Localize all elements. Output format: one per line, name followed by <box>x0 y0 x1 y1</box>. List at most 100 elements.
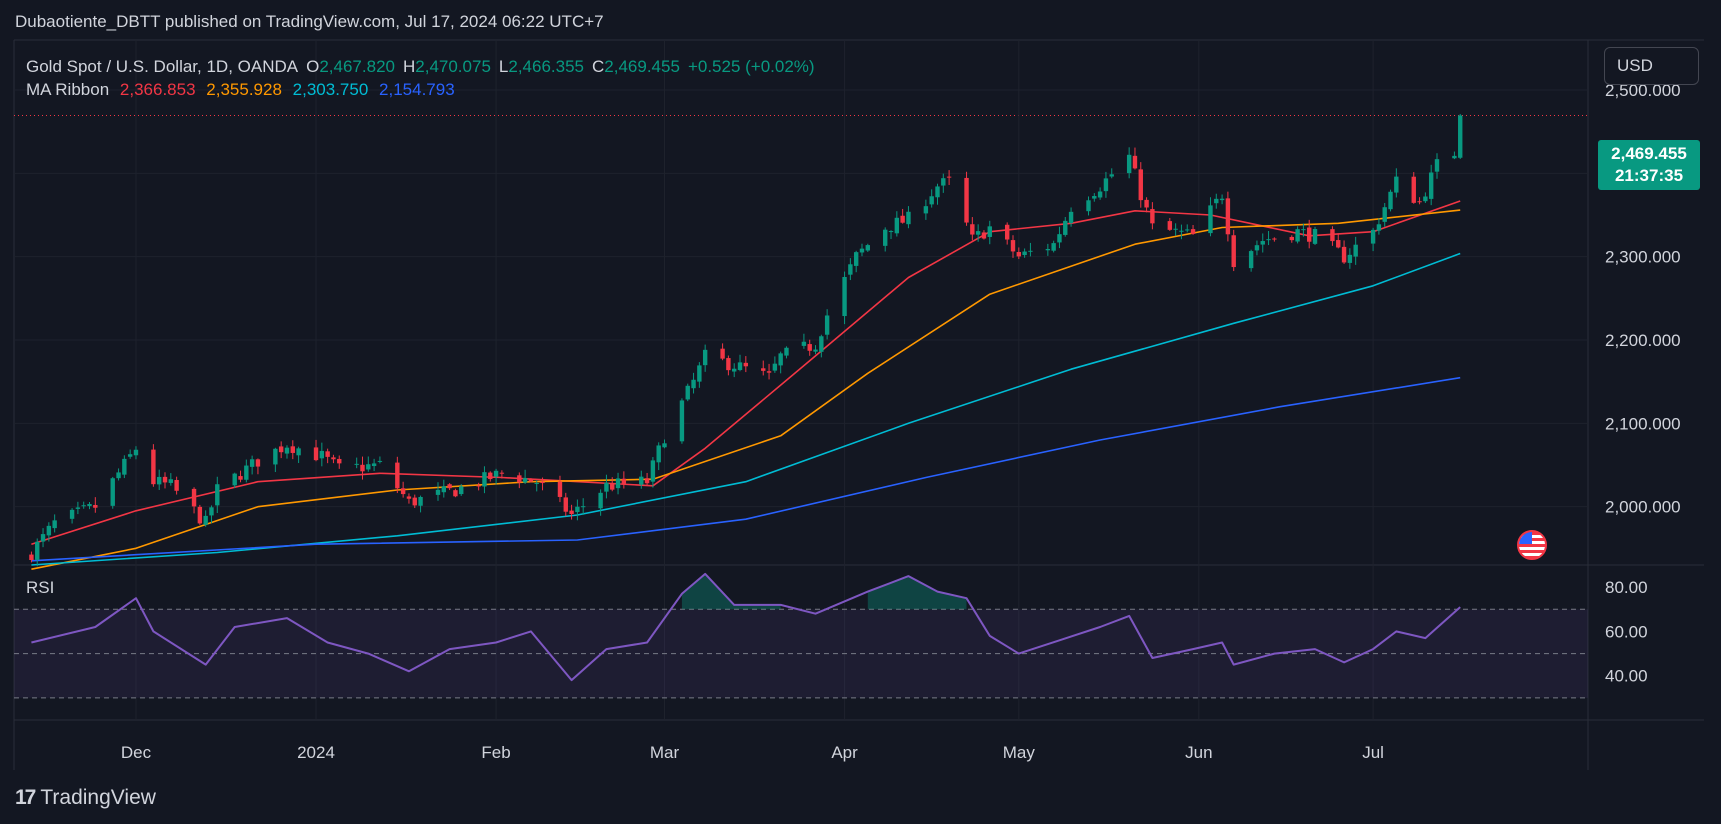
change-value: +0.525 (+0.02%) <box>687 57 815 76</box>
candle-body <box>81 505 86 507</box>
candle-body <box>732 368 737 372</box>
candle-body <box>290 446 295 453</box>
candle-body <box>1260 241 1265 245</box>
candle-body <box>697 365 702 382</box>
candle-body <box>75 507 81 509</box>
candle-body <box>40 534 46 542</box>
candle-body <box>981 232 987 239</box>
candle-body <box>1063 220 1068 235</box>
ma-value-2: 2,355.928 <box>206 80 282 99</box>
candle-body <box>1010 240 1016 252</box>
candle-body <box>656 445 661 463</box>
rsi-overbought-fill <box>867 576 967 610</box>
candle-body <box>1388 191 1393 210</box>
candle-body <box>778 353 783 366</box>
candle-body <box>1376 224 1382 231</box>
last-price: 2,469.455 <box>1611 144 1687 163</box>
candle-body <box>662 443 667 448</box>
time-tick-label: Apr <box>831 743 858 762</box>
candle-body <box>1016 252 1022 257</box>
candle-body <box>569 510 574 514</box>
candle-body <box>238 476 243 480</box>
candle-body <box>354 463 359 465</box>
candle-body <box>453 490 458 497</box>
candle-body <box>575 506 580 513</box>
candle-body <box>1248 251 1254 269</box>
candle-body <box>1295 229 1300 242</box>
candle-body <box>1370 229 1376 244</box>
candle-body <box>215 484 220 506</box>
candle-body <box>761 368 766 371</box>
candle-body <box>650 460 656 482</box>
last-price-tag: 2,469.455 21:37:35 <box>1598 140 1700 190</box>
candle-body <box>319 450 325 459</box>
candle-body <box>941 178 946 186</box>
price-tick-label: 2,000.000 <box>1605 498 1681 517</box>
high-value: 2,470.075 <box>415 57 491 76</box>
candle-body <box>1254 245 1260 251</box>
candle-body <box>1097 191 1103 198</box>
candle-body <box>1330 229 1335 242</box>
candle-body <box>923 206 929 214</box>
rsi-tick-label: 40.00 <box>1605 667 1648 686</box>
candle-body <box>151 449 156 485</box>
candle-body <box>1301 229 1306 231</box>
candle-body <box>1434 159 1440 172</box>
time-tick-label: Feb <box>481 743 510 762</box>
candle-body <box>1428 172 1434 199</box>
candle-body <box>1179 230 1184 232</box>
candle-body <box>726 358 731 371</box>
candle-body <box>540 481 545 484</box>
candle-body <box>174 479 179 491</box>
candle-body <box>209 507 214 516</box>
time-tick-label: May <box>1003 743 1036 762</box>
candle-body <box>337 458 342 464</box>
candle-body <box>946 176 952 178</box>
price-tick-label: 2,500.000 <box>1605 81 1681 100</box>
symbol-title[interactable]: Gold Spot / U.S. Dollar, 1D, OANDA <box>26 57 299 76</box>
candle-body <box>1004 224 1010 240</box>
candle-body <box>360 464 365 472</box>
candle-body <box>278 446 284 453</box>
candle-body <box>1132 155 1138 169</box>
candle-body <box>168 479 174 483</box>
main-pane-bg <box>14 40 1588 565</box>
candle-body <box>1086 200 1091 212</box>
candle-body <box>900 215 905 223</box>
candle-body <box>1289 236 1294 241</box>
candle-body <box>598 492 603 509</box>
candle-body <box>110 478 115 506</box>
candle-body <box>1219 198 1225 201</box>
high-label: H <box>402 57 416 76</box>
footer-brand[interactable]: 17 TradingView <box>15 786 156 810</box>
candle-body <box>610 484 615 490</box>
candle-body <box>1185 229 1190 231</box>
candle-body <box>191 488 197 507</box>
ma-value-4: 2,154.793 <box>379 80 455 99</box>
currency-button[interactable]: USD <box>1604 47 1699 85</box>
top-bar: Dubaotiente_DBTT published on TradingVie… <box>0 0 1721 40</box>
rsi-title[interactable]: RSI <box>26 578 55 597</box>
candle-body <box>534 482 539 484</box>
candle-body <box>1312 229 1318 244</box>
candle-body <box>563 497 568 512</box>
candle-body <box>888 231 894 233</box>
rsi-pane-bg <box>14 565 1588 720</box>
candle-body <box>1353 244 1358 257</box>
us-flag-icon[interactable] <box>1517 530 1547 560</box>
candle-body <box>1022 251 1027 256</box>
candle-body <box>1272 238 1277 240</box>
candle-body <box>162 476 168 483</box>
candle-body <box>639 476 644 485</box>
candle-body <box>447 484 452 489</box>
candle-body <box>157 476 162 485</box>
candle-body <box>1411 176 1416 203</box>
candle-body <box>522 478 528 483</box>
candle-body <box>1144 199 1149 208</box>
candle-body <box>894 217 900 234</box>
brand-name: TradingView <box>40 786 156 809</box>
candle-body <box>1126 154 1132 174</box>
ma-ribbon-title[interactable]: MA Ribbon <box>26 80 110 99</box>
flag-canton <box>1519 532 1532 544</box>
